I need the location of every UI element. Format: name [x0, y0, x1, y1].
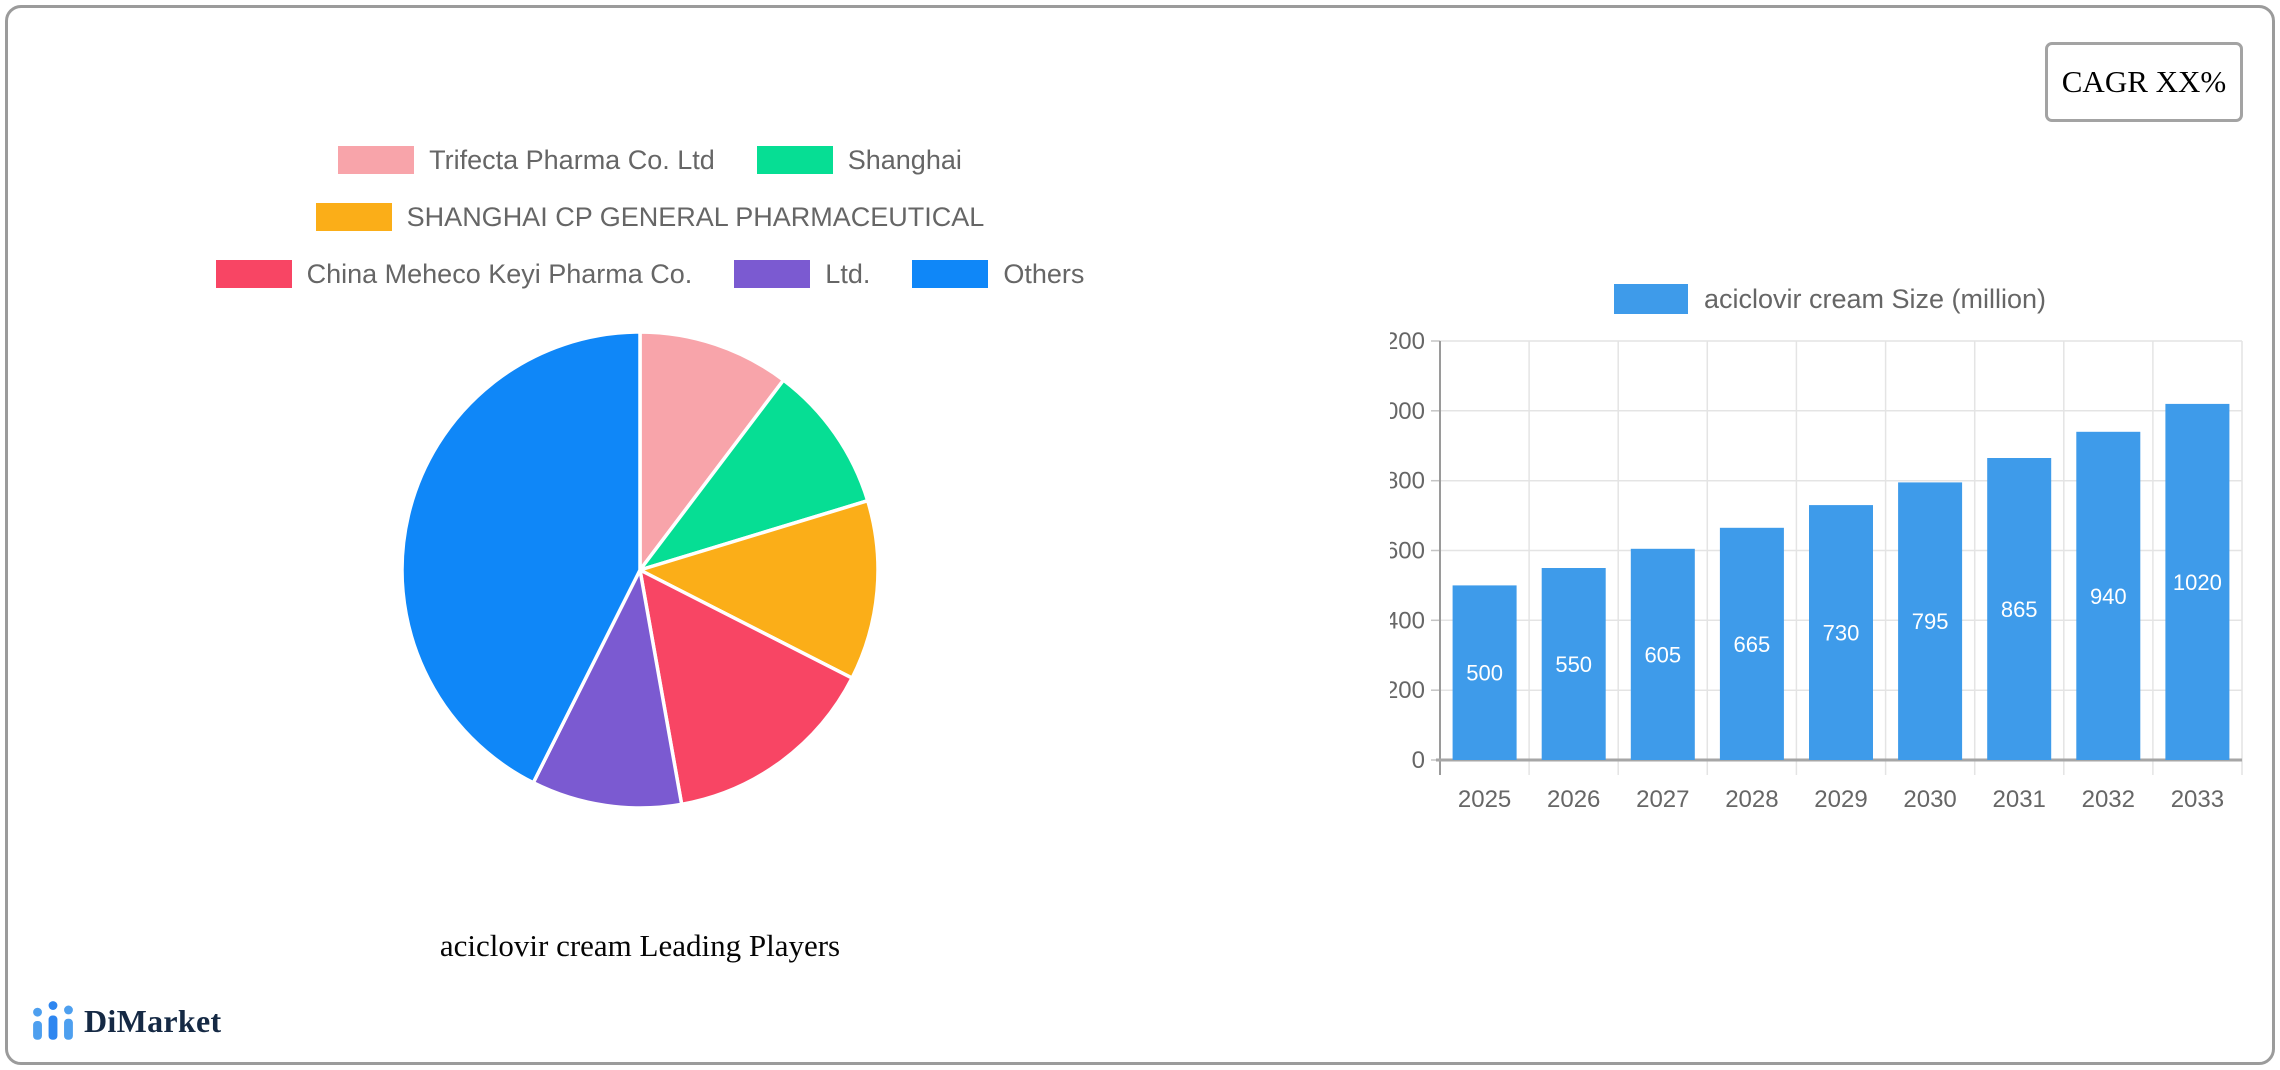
y-axis-tick-label: 1000: [1390, 398, 1425, 425]
legend-color-swatch: [912, 260, 989, 288]
brand-name: DiMarket: [84, 1002, 222, 1039]
pie-legend-item-others[interactable]: Others: [912, 259, 1084, 290]
x-axis-tick-label: 2026: [1547, 786, 1600, 813]
pie-slice-ltd[interactable]: [531, 568, 684, 810]
bar-value-label: 865: [2001, 597, 2038, 622]
bar-2033[interactable]: [2165, 403, 2230, 760]
cagr-badge: CAGR XX%: [2045, 42, 2243, 122]
pie-legend-row: China Meheco Keyi Pharma Co. Ltd. Others: [215, 254, 1084, 294]
bar-legend-label: aciclovir cream Size (million): [1703, 283, 2047, 314]
bar-chart-canvas: 0 200 400 600 800 1000 1200 500 2025 550 2026 605 20…: [1390, 328, 2243, 813]
y-axis-tick-label: 600: [1390, 538, 1425, 565]
cagr-label: CAGR XX%: [2061, 64, 2227, 99]
pie-legend-item-ltd[interactable]: Ltd.: [734, 259, 870, 290]
y-axis-tick-label: 800: [1390, 468, 1425, 495]
legend-item-label: Others: [1003, 258, 1085, 289]
bar-legend[interactable]: aciclovir cream Size (million): [1390, 283, 2270, 315]
brand-logo: DiMarket: [30, 1000, 221, 1042]
bar-2027[interactable]: [1630, 548, 1695, 760]
pie-legend-row: Trifecta Pharma Co. Ltd Shanghai: [338, 140, 962, 180]
x-axis-tick-label: 2028: [1725, 786, 1778, 813]
pie-legend-item-shanghai-cp-general-pharmaceutical[interactable]: SHANGHAI CP GENERAL PHARMACEUTICAL: [315, 201, 985, 233]
legend-color-swatch: [338, 146, 415, 174]
pie-legend-item-china-meheco-keyi-pharma-co[interactable]: China Meheco Keyi Pharma Co.: [215, 258, 693, 290]
pie-legend-item-trifecta-pharma-co-ltd[interactable]: Trifecta Pharma Co. Ltd: [338, 145, 715, 176]
bar-chart-logo-icon: [33, 1001, 73, 1040]
bar-value-label: 550: [1555, 652, 1592, 677]
x-axis-tick-label: 2033: [2171, 786, 2224, 813]
x-axis-tick-label: 2031: [1993, 786, 2046, 813]
pie-slice-shanghai-cp-general-pharmaceutical[interactable]: [638, 498, 880, 680]
pie-slice-shanghai[interactable]: [638, 378, 870, 572]
bar-2032[interactable]: [2076, 431, 2141, 760]
bar-2029[interactable]: [1809, 505, 1873, 760]
bar-value-label: 500: [1466, 661, 1503, 686]
bar-value-label: 730: [1823, 621, 1860, 646]
y-axis-tick-label: 1200: [1390, 328, 1425, 355]
bar-legend-swatch: [1613, 284, 1688, 314]
legend-item-label: Shanghai: [847, 144, 962, 175]
bar-2028[interactable]: [1719, 527, 1784, 760]
pie-chart-title: aciclovir cream Leading Players: [439, 928, 841, 963]
bar-2026[interactable]: [1541, 568, 1606, 760]
x-axis-tick-label: 2027: [1636, 786, 1689, 813]
bar-value-label: 1020: [2173, 570, 2222, 595]
y-axis-tick-label: 200: [1390, 677, 1425, 704]
bar-value-label: 940: [2090, 584, 2127, 609]
legend-color-swatch: [315, 203, 392, 231]
bar-2031[interactable]: [1987, 458, 2052, 760]
y-axis-tick-label: 400: [1390, 607, 1425, 634]
x-axis-tick-label: 2030: [1903, 786, 1956, 813]
legend-color-swatch: [215, 260, 292, 288]
legend-item-label: China Meheco Keyi Pharma Co.: [306, 258, 693, 289]
pie-slice-others[interactable]: [400, 330, 642, 785]
x-axis-tick-label: 2032: [2082, 786, 2135, 813]
legend-item-label: SHANGHAI CP GENERAL PHARMACEUTICAL: [406, 201, 985, 232]
pie-chart-canvas: [400, 330, 880, 810]
bar-value-label: 605: [1644, 642, 1681, 667]
pie-legend: Trifecta Pharma Co. Ltd Shanghai SHANGHAI …: [90, 140, 1210, 294]
pie-legend-row: SHANGHAI CP GENERAL PHARMACEUTICAL: [315, 197, 985, 237]
bar-2025[interactable]: [1452, 585, 1517, 760]
x-axis-tick-label: 2029: [1814, 786, 1867, 813]
legend-color-swatch: [734, 260, 811, 288]
legend-item-label: Trifecta Pharma Co. Ltd: [429, 144, 715, 175]
bar-value-label: 795: [1912, 609, 1949, 634]
legend-color-swatch: [756, 146, 833, 174]
y-axis-tick-label: 0: [1412, 747, 1425, 774]
pie-legend-item-shanghai[interactable]: Shanghai: [756, 144, 962, 176]
pie-slice-china-meheco-keyi-pharma-co[interactable]: [638, 568, 854, 807]
bar-chart-panel: aciclovir cream Size (million) 0 200 400 60…: [1390, 283, 2270, 825]
bar-value-label: 665: [1734, 632, 1771, 657]
pie-slice-trifecta-pharma-co-ltd[interactable]: [638, 330, 786, 572]
x-axis-tick-label: 2025: [1458, 786, 1511, 813]
legend-item-label: Ltd.: [825, 258, 871, 289]
bar-2030[interactable]: [1898, 482, 1963, 760]
